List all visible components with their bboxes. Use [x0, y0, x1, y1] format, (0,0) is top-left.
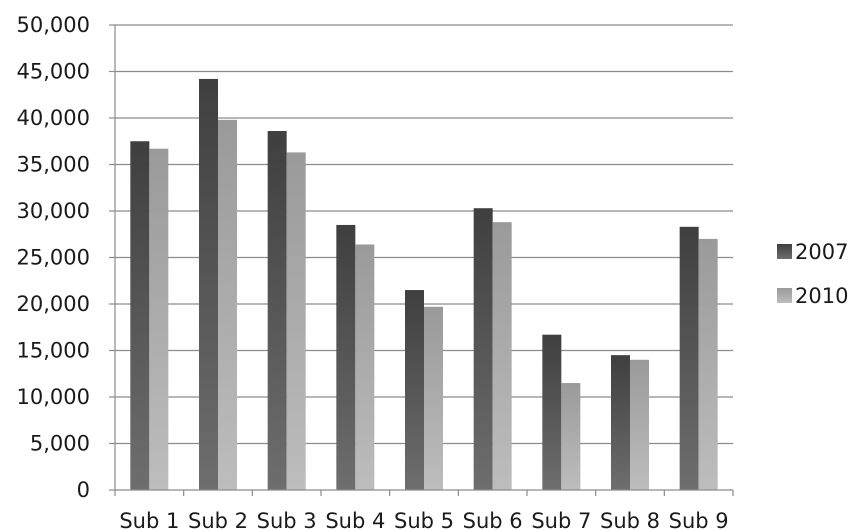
bar-2010-sub-5 [424, 306, 443, 490]
y-tick-labels: 0 5,000 10,000 15,000 20,000 25,000 30,000 35,0… [17, 13, 90, 502]
bar-2007-sub-2 [199, 78, 218, 490]
x-tick-label: Sub 8 [600, 509, 660, 531]
bar-2007-sub-9 [679, 226, 699, 490]
bar-2010-sub-9 [698, 238, 718, 490]
legend-label-2010: 2010 [795, 284, 848, 308]
y-tick-label: 45,000 [17, 60, 90, 84]
y-tick-label: 10,000 [17, 385, 90, 409]
bar-2007-sub-1 [130, 141, 150, 490]
y-tick-label: 25,000 [17, 246, 90, 270]
x-tick-label: Sub 1 [119, 509, 179, 531]
bar-2010-sub-4 [355, 244, 375, 490]
bars [130, 78, 718, 491]
x-tick-labels: Sub 1 Sub 2 Sub 3 Sub 4 Sub 5 Sub 6 Sub 7 Sub 8… [119, 509, 728, 531]
x-tick-label: Sub 7 [531, 509, 591, 531]
bar-2010-sub-2 [218, 119, 237, 491]
x-tick-label: Sub 6 [463, 509, 523, 531]
x-tick-label: Sub 9 [669, 509, 729, 531]
x-tick-label: Sub 3 [257, 509, 317, 531]
bar-2010-sub-8 [630, 359, 649, 490]
axes [109, 24, 734, 496]
legend: 2007 2010 [777, 240, 848, 308]
y-tick-label: 20,000 [17, 292, 90, 316]
y-tick-label: 35,000 [17, 153, 90, 177]
y-tick-label: 50,000 [17, 13, 90, 37]
x-tick-label: Sub 4 [325, 509, 385, 531]
bar-2010-sub-6 [492, 222, 512, 490]
bar-2007-sub-5 [405, 290, 424, 490]
legend-swatch-2010 [777, 288, 792, 303]
bar-2007-sub-8 [611, 355, 630, 490]
y-tick-label: 0 [77, 478, 90, 502]
bar-2010-sub-3 [286, 152, 306, 490]
y-tick-label: 5,000 [30, 432, 90, 456]
bar-2007-sub-6 [473, 208, 493, 490]
x-tick-label: Sub 2 [188, 509, 248, 531]
legend-label-2007: 2007 [795, 240, 848, 264]
y-tick-label: 30,000 [17, 199, 90, 223]
bar-2007-sub-7 [542, 334, 562, 490]
y-tick-label: 40,000 [17, 106, 90, 130]
bar-2010-sub-1 [149, 148, 169, 490]
bar-2007-sub-4 [336, 224, 356, 490]
x-tick-label: Sub 5 [394, 509, 454, 531]
legend-swatch-2007 [777, 244, 792, 259]
bar-2007-sub-3 [267, 131, 287, 490]
y-tick-label: 15,000 [17, 339, 90, 363]
bar-2010-sub-7 [561, 383, 581, 490]
